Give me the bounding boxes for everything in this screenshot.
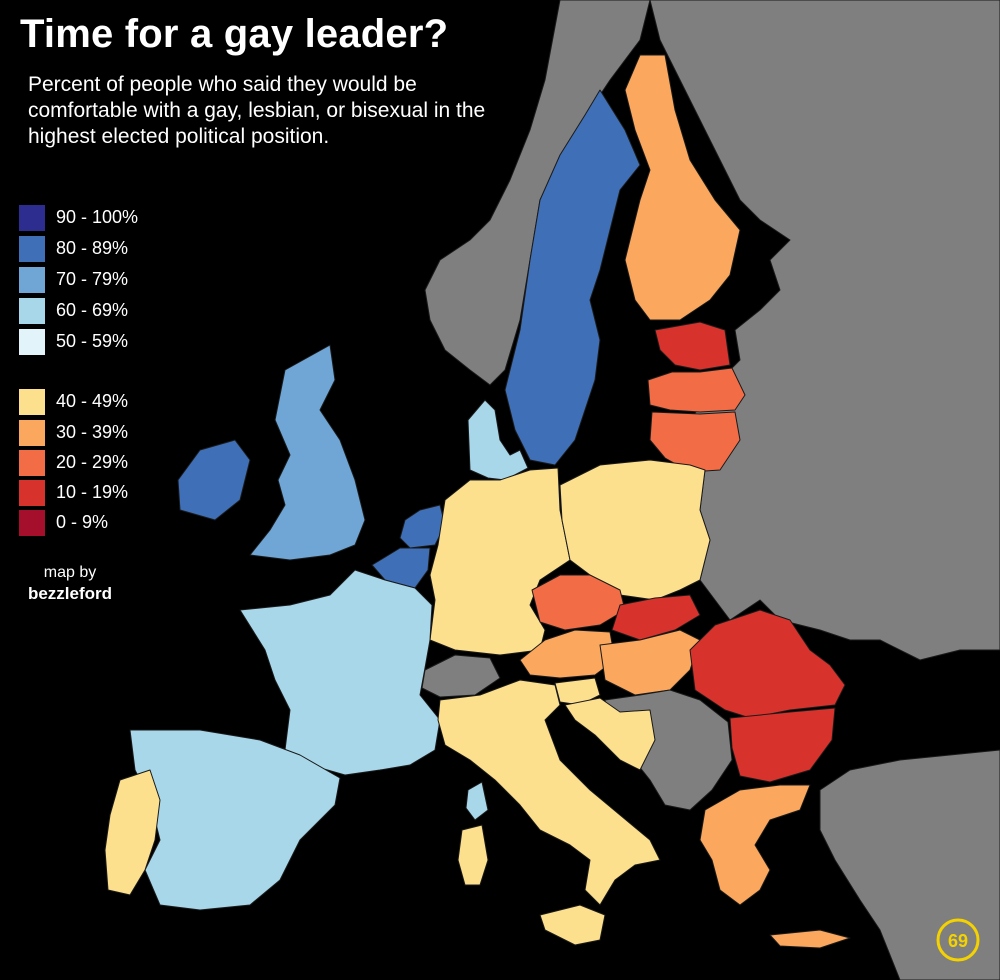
region-sweden xyxy=(504,89,641,466)
region-estonia xyxy=(654,321,731,371)
region-portugal xyxy=(104,769,161,896)
logo-badge: 69 xyxy=(936,918,980,962)
region-switzerland xyxy=(421,654,501,698)
region-bulgaria xyxy=(729,707,836,783)
legend-item: 90 - 100% xyxy=(18,204,198,232)
region-hungary xyxy=(599,629,701,696)
region-uk xyxy=(249,344,366,561)
legend-label: 90 - 100% xyxy=(56,207,139,227)
legend-swatch xyxy=(18,509,46,537)
legend-swatch xyxy=(18,297,46,325)
region-germany xyxy=(429,467,571,656)
legend-swatch xyxy=(18,266,46,294)
region-turkey xyxy=(819,749,1000,980)
region-denmark xyxy=(467,399,529,481)
legend-item: 10 - 19% xyxy=(18,479,198,507)
region-finland xyxy=(624,54,741,321)
legend-label: 0 - 9% xyxy=(56,512,109,532)
legend-label: 50 - 59% xyxy=(56,331,129,351)
region-latvia xyxy=(647,367,746,413)
legend-label: 20 - 29% xyxy=(56,452,129,472)
region-ireland xyxy=(177,439,251,521)
legend-swatch xyxy=(18,204,46,232)
legend-item: 20 - 29% xyxy=(18,449,198,477)
credit-line: map by xyxy=(43,564,97,581)
legend-label: 80 - 89% xyxy=(56,238,129,258)
credit-author: bezzleford xyxy=(27,584,113,603)
legend-item: 80 - 89% xyxy=(18,235,198,263)
region-corsica xyxy=(465,781,489,821)
legend-swatch xyxy=(18,419,46,447)
svg-text:69: 69 xyxy=(948,931,968,951)
region-greece xyxy=(699,784,811,906)
legend-item: 30 - 39% xyxy=(18,419,198,447)
legend-swatch xyxy=(18,449,46,477)
region-sardinia xyxy=(457,824,489,886)
legend-swatch xyxy=(18,388,46,416)
legend-label: 30 - 39% xyxy=(56,422,129,442)
legend-label: 10 - 19% xyxy=(56,482,129,502)
map-credit: map by bezzleford xyxy=(20,562,120,604)
region-poland xyxy=(559,459,711,601)
legend-item: 0 - 9% xyxy=(18,509,198,537)
map-subtitle: Percent of people who said they would be… xyxy=(28,73,486,148)
region-slovakia xyxy=(611,594,701,641)
legend-item: 40 - 49% xyxy=(18,388,198,416)
region-croatia xyxy=(564,697,656,771)
legend-swatch xyxy=(18,479,46,507)
region-lithuania xyxy=(649,411,741,473)
legend-item: 60 - 69% xyxy=(18,297,198,325)
legend-label: 70 - 79% xyxy=(56,269,129,289)
region-romania xyxy=(689,609,846,719)
legend-swatch xyxy=(18,328,46,356)
legend-item: 70 - 79% xyxy=(18,266,198,294)
region-crete xyxy=(769,929,851,949)
region-italy xyxy=(437,679,661,906)
region-sicily xyxy=(539,904,606,946)
map-title: Time for a gay leader? xyxy=(20,12,449,56)
legend-swatch xyxy=(18,235,46,263)
legend-item: 50 - 59% xyxy=(18,328,198,356)
legend-label: 40 - 49% xyxy=(56,391,129,411)
legend-label: 60 - 69% xyxy=(56,300,129,320)
